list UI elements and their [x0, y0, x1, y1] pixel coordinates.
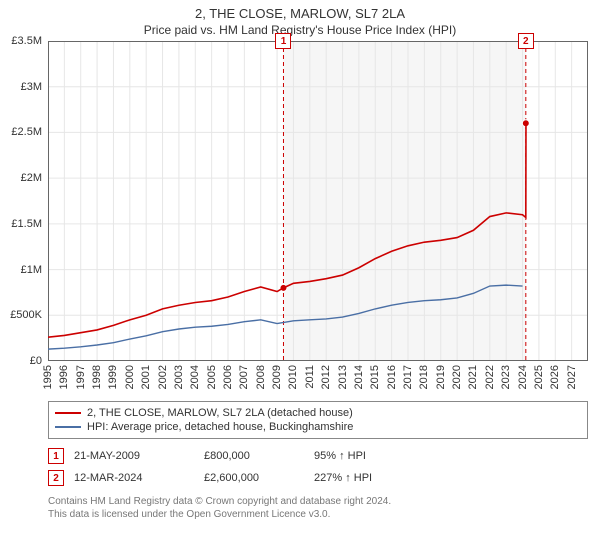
page-subtitle: Price paid vs. HM Land Registry's House … — [0, 21, 600, 41]
x-tick-label: 1996 — [58, 365, 70, 389]
x-tick-label: 2014 — [353, 365, 365, 389]
x-tick-label: 2012 — [320, 365, 332, 389]
x-tick-label: 2010 — [287, 365, 299, 389]
x-tick-label: 2020 — [451, 365, 463, 389]
x-tick-label: 2000 — [124, 365, 136, 389]
x-tick-label: 2017 — [402, 365, 414, 389]
x-tick-label: 2022 — [484, 365, 496, 389]
y-tick-label: £2M — [21, 172, 42, 184]
x-tick-label: 2009 — [271, 365, 283, 389]
x-tick-label: 2011 — [304, 365, 316, 389]
x-tick-label: 2001 — [140, 365, 152, 389]
sale-date: 12-MAR-2024 — [74, 472, 194, 484]
sale-row: 1 21-MAY-2009 £800,000 95% ↑ HPI — [48, 445, 588, 467]
legend: 2, THE CLOSE, MARLOW, SL7 2LA (detached … — [48, 401, 588, 439]
sale-price: £800,000 — [204, 450, 304, 462]
x-tick-label: 2004 — [189, 365, 201, 389]
chart-plot — [48, 41, 588, 361]
x-tick-label: 1998 — [91, 365, 103, 389]
footer-line2: This data is licensed under the Open Gov… — [48, 508, 588, 521]
x-tick-label: 2025 — [533, 365, 545, 389]
legend-label: HPI: Average price, detached house, Buck… — [87, 421, 353, 433]
x-tick-label: 1997 — [75, 365, 87, 389]
sale-date: 21-MAY-2009 — [74, 450, 194, 462]
page-title: 2, THE CLOSE, MARLOW, SL7 2LA — [0, 0, 600, 21]
legend-row: 2, THE CLOSE, MARLOW, SL7 2LA (detached … — [55, 406, 581, 420]
x-tick-label: 2013 — [337, 365, 349, 389]
footer-line1: Contains HM Land Registry data © Crown c… — [48, 495, 588, 508]
y-tick-label: £2.5M — [11, 126, 42, 138]
x-tick-label: 2026 — [549, 365, 561, 389]
x-tick-label: 2007 — [238, 365, 250, 389]
sale-marker-box: 2 — [518, 33, 534, 49]
x-tick-label: 2019 — [435, 365, 447, 389]
sale-index-box: 2 — [48, 470, 64, 486]
x-tick-label: 1999 — [107, 365, 119, 389]
x-tick-label: 2016 — [386, 365, 398, 389]
y-tick-label: £0 — [30, 355, 42, 367]
sale-index-box: 1 — [48, 448, 64, 464]
x-tick-label: 2021 — [467, 365, 479, 389]
x-tick-label: 2003 — [173, 365, 185, 389]
x-tick-label: 2002 — [157, 365, 169, 389]
x-tick-label: 2024 — [517, 365, 529, 389]
x-tick-label: 2023 — [500, 365, 512, 389]
footer: Contains HM Land Registry data © Crown c… — [48, 495, 588, 521]
sale-pct: 227% ↑ HPI — [314, 472, 434, 484]
y-tick-label: £1.5M — [11, 218, 42, 230]
sale-marker-box: 1 — [275, 33, 291, 49]
y-tick-label: £500K — [10, 309, 42, 321]
legend-label: 2, THE CLOSE, MARLOW, SL7 2LA (detached … — [87, 407, 353, 419]
sale-price: £2,600,000 — [204, 472, 304, 484]
sale-row: 2 12-MAR-2024 £2,600,000 227% ↑ HPI — [48, 467, 588, 489]
sales-table: 1 21-MAY-2009 £800,000 95% ↑ HPI 2 12-MAR-202… — [48, 445, 588, 489]
y-tick-label: £1M — [21, 264, 42, 276]
x-tick-label: 2018 — [418, 365, 430, 389]
legend-swatch — [55, 426, 81, 428]
sale-pct: 95% ↑ HPI — [314, 450, 434, 462]
x-tick-label: 2015 — [369, 365, 381, 389]
x-tick-label: 1995 — [42, 365, 54, 389]
x-tick-label: 2008 — [255, 365, 267, 389]
x-tick-label: 2027 — [566, 365, 578, 389]
y-tick-label: £3M — [21, 81, 42, 93]
chart: £0£500K£1M£1.5M£2M£2.5M£3M£3.5M199519961… — [48, 41, 588, 361]
y-tick-label: £3.5M — [11, 35, 42, 47]
legend-swatch — [55, 412, 81, 414]
x-tick-label: 2005 — [206, 365, 218, 389]
x-tick-label: 2006 — [222, 365, 234, 389]
legend-row: HPI: Average price, detached house, Buck… — [55, 420, 581, 434]
